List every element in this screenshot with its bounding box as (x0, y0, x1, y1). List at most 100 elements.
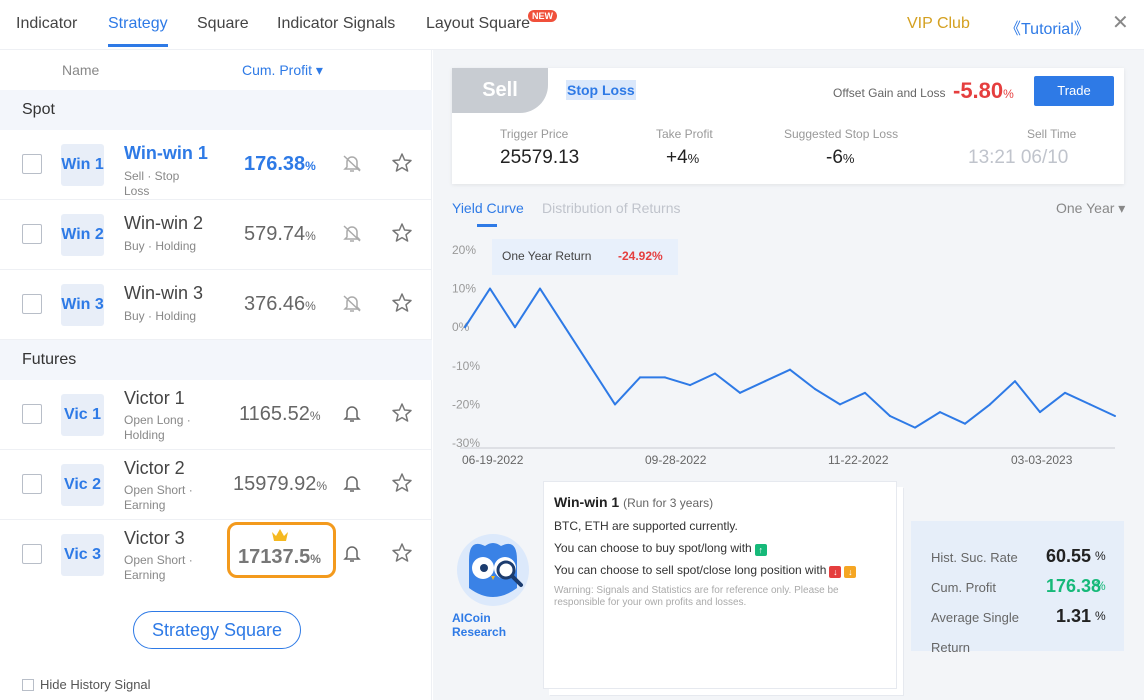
info-sell: You can choose to sell spot/close long p… (554, 563, 857, 578)
data-point (764, 380, 766, 383)
hide-history-checkbox[interactable] (22, 679, 34, 691)
data-point (464, 326, 466, 329)
data-point (514, 326, 516, 329)
cum-profit-value: 15979.92% (233, 473, 328, 495)
strategy-name: Win-win 3 (124, 283, 204, 303)
x-tick-label: 09-28-2022 (645, 453, 707, 465)
arrow-up-icon: ↑ (754, 544, 767, 556)
data-point (1114, 414, 1116, 417)
cum-profit-value: 17137.5% (238, 546, 321, 568)
arrow-down-red-icon: ↓ (829, 566, 842, 578)
cum-profit-stat: 176.38 (1046, 576, 1102, 596)
hide-history-label: Hide History Signal (40, 677, 151, 692)
bell-off-icon[interactable] (341, 222, 363, 244)
strategy-name: Win-win 2 (124, 213, 204, 233)
data-point (839, 403, 841, 406)
strategy-status: Buy · Holding (124, 309, 197, 323)
bell-icon[interactable] (341, 542, 363, 564)
period-dropdown[interactable]: One Year ▾ (1056, 200, 1126, 216)
col-header-profit-sort[interactable]: Cum. Profit ▾ (242, 62, 323, 78)
list-item-win-win-1[interactable]: Win 1 Win-win 1 Sell · Stop Loss 176.38% (0, 130, 432, 200)
row-checkbox[interactable] (22, 404, 42, 424)
sell-badge: Sell (452, 68, 548, 113)
star-icon[interactable] (391, 472, 413, 494)
avg-return-value: 1.31 (1056, 606, 1092, 626)
y-tick-label: 10% (452, 282, 476, 296)
tab-yield-curve[interactable]: Yield Curve (452, 200, 524, 216)
star-icon[interactable] (391, 292, 413, 314)
data-point (714, 372, 716, 375)
cum-profit-value: 579.74% (244, 223, 316, 245)
list-item-win-win-3[interactable]: Win 3 Win-win 3 Buy · Holding 376.46% (0, 270, 432, 340)
strategy-status: Buy · Holding (124, 239, 197, 253)
strategy-name: Victor 2 (124, 458, 185, 478)
list-item-victor-1[interactable]: Vic 1 Victor 1 Open Long · Holding 1165.… (0, 380, 432, 450)
data-point (739, 391, 741, 394)
avg-return-pct: % (1095, 609, 1106, 623)
yield-curve-chart: 20% 10% 0% -10% -20% -30% 06-19-2022 09-28-2022… (452, 243, 1116, 465)
take-profit-value: +4% (666, 147, 700, 168)
bell-icon[interactable] (341, 402, 363, 424)
strategy-tag: Vic 3 (61, 534, 104, 576)
strategy-tag: Win 2 (61, 214, 104, 256)
star-icon[interactable] (391, 222, 413, 244)
top-tab-bar: Indicator Strategy Square Indicator Sign… (0, 0, 1144, 50)
row-checkbox[interactable] (22, 224, 42, 244)
cum-profit-value: 1165.52% (239, 403, 321, 425)
bell-off-icon[interactable] (341, 152, 363, 174)
strategy-tag: Vic 2 (61, 464, 104, 506)
offset-value: -5.80% (953, 78, 1014, 103)
strategy-status: Open Short · Earning (124, 483, 193, 512)
data-point (689, 384, 691, 387)
tooltip-value: -24.92% (618, 249, 663, 263)
tab-indicator-signals[interactable]: Indicator Signals (277, 15, 396, 32)
list-item-win-win-2[interactable]: Win 2 Win-win 2 Buy · Holding 579.74% (0, 200, 432, 270)
active-tab-underline (108, 44, 168, 47)
col-header-name: Name (62, 62, 100, 78)
tab-indicator[interactable]: Indicator (16, 15, 78, 32)
data-point (564, 326, 566, 329)
chart-tab-underline (477, 224, 497, 227)
new-badge: NEW (528, 10, 557, 22)
trigger-price-label: Trigger Price (500, 127, 569, 141)
row-checkbox[interactable] (22, 474, 42, 494)
data-point (939, 411, 941, 414)
success-rate-label: Hist. Suc. Rate (931, 550, 1018, 565)
row-checkbox[interactable] (22, 154, 42, 174)
info-title: Win-win 1 (Run for 3 years) (554, 494, 714, 510)
data-point (864, 391, 866, 394)
offset-label: Offset Gain and Loss (833, 86, 946, 100)
list-item-victor-2[interactable]: Vic 2 Victor 2 Open Short · Earning 1597… (0, 450, 432, 520)
take-profit-label: Take Profit (656, 127, 713, 141)
tab-square[interactable]: Square (197, 15, 249, 32)
data-point (614, 403, 616, 406)
info-support: BTC, ETH are supported currently. (554, 519, 738, 533)
tutorial-link[interactable]: 《Tutorial》 (1005, 21, 1090, 38)
y-tick-label: 0% (452, 320, 470, 334)
y-tick-label: -10% (452, 359, 480, 373)
tab-distribution[interactable]: Distribution of Returns (542, 200, 681, 216)
close-icon[interactable]: ✕ (1112, 12, 1129, 34)
tooltip-label: One Year Return (502, 249, 592, 263)
highlight-box (227, 522, 336, 578)
tab-layout-square[interactable]: Layout Square (426, 15, 531, 32)
strategy-square-button[interactable]: Strategy Square (133, 611, 301, 649)
y-tick-label: 20% (452, 243, 476, 257)
vip-club-link[interactable]: VIP Club (907, 15, 970, 32)
row-checkbox[interactable] (22, 294, 42, 314)
info-buy: You can choose to buy spot/long with ↑ (554, 541, 767, 556)
tab-strategy[interactable]: Strategy (108, 15, 168, 32)
bell-icon[interactable] (341, 472, 363, 494)
row-checkbox[interactable] (22, 544, 42, 564)
bell-off-icon[interactable] (341, 292, 363, 314)
star-icon[interactable] (391, 542, 413, 564)
list-item-victor-3[interactable]: Vic 3 Victor 3 Open Short · Earning 1713… (0, 520, 432, 590)
sell-time-label: Sell Time (1027, 127, 1077, 141)
x-tick-label: 06-19-2022 (462, 453, 524, 465)
data-point (489, 287, 491, 290)
star-icon[interactable] (391, 402, 413, 424)
avg-return-label-2: Return (931, 640, 971, 655)
signal-type: Stop Loss (566, 80, 636, 100)
star-icon[interactable] (391, 152, 413, 174)
trade-button[interactable]: Trade (1034, 76, 1114, 106)
